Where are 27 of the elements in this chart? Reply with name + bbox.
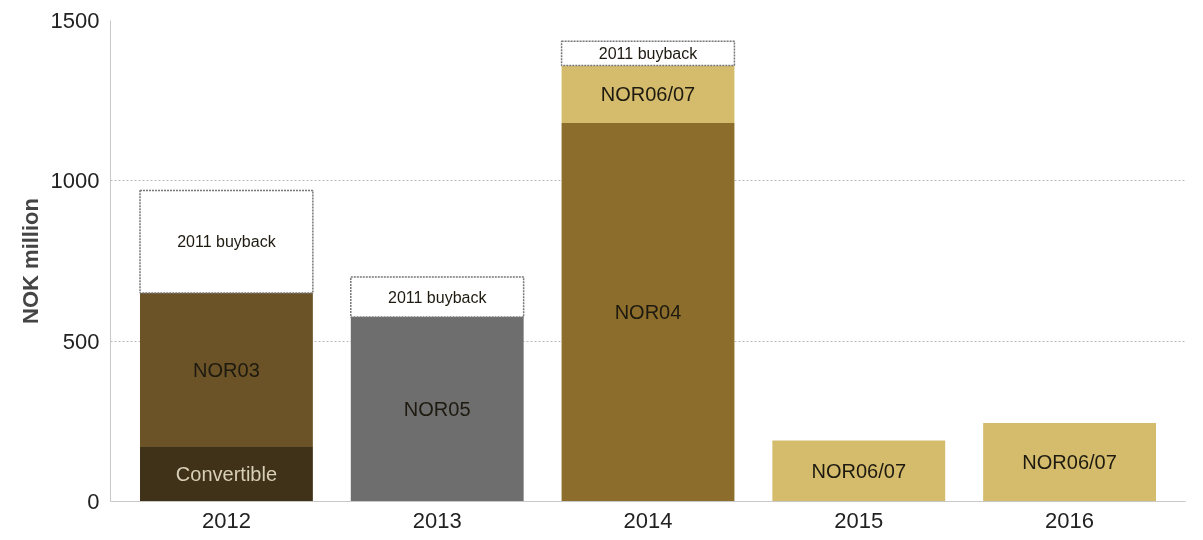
y-tick-label: 500 [62, 328, 100, 354]
series-label: NOR04 [614, 301, 682, 324]
bar [140, 293, 313, 447]
x-tick-label: 2016 [1045, 507, 1095, 533]
series-label: NOR06/07 [600, 83, 696, 106]
bar [139, 189, 314, 294]
y-axis-title: NOK million [17, 198, 43, 324]
series-label: NOR03 [193, 359, 260, 382]
x-tick-label: 2015 [834, 507, 884, 533]
y-tick-label: 1000 [50, 168, 100, 194]
text: NOR06/07 [1022, 451, 1117, 474]
y-tick-label: 0 [87, 489, 100, 514]
x-tick-label: 2012 [201, 507, 251, 533]
bar [140, 446, 313, 502]
x-tick-label: 2013 [412, 507, 462, 533]
text: 2011 buyback [177, 233, 276, 251]
x-tick-label: 2014 [623, 507, 673, 533]
y-tick-label: 1500 [50, 8, 100, 33]
text: NOR06/07 [811, 460, 907, 483]
bar [561, 123, 735, 502]
bar [561, 65, 735, 124]
bar [983, 422, 1156, 502]
bar [772, 440, 946, 502]
series-label: Convertible [175, 463, 278, 486]
series-label: NOR05 [403, 398, 471, 421]
series-label: 2011 buyback [598, 44, 699, 62]
text: 2011 buyback [387, 288, 487, 306]
